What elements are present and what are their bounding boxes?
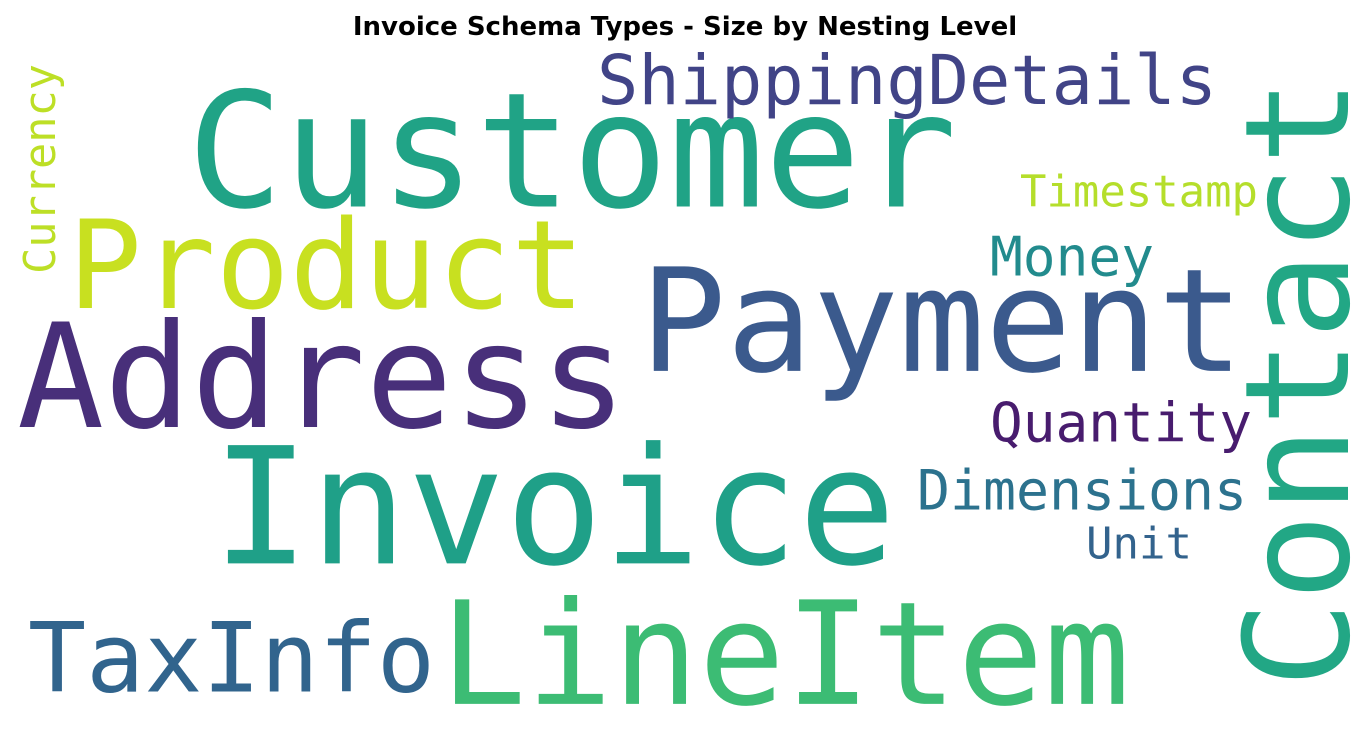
word-customer: Customer	[187, 59, 957, 245]
word-quantity: Quantity	[990, 391, 1252, 454]
word-unit: Unit	[1086, 519, 1192, 570]
word-address: Address	[17, 294, 627, 462]
word-money: Money	[990, 224, 1154, 288]
word-timestamp: Timestamp	[1020, 166, 1258, 217]
word-lineitem: LineItem	[440, 571, 1130, 734]
word-taxinfo: TaxInfo	[28, 601, 435, 714]
word-product: Product	[68, 194, 585, 337]
chart-title: Invoice Schema Types - Size by Nesting L…	[352, 12, 1018, 42]
word-contact: Contact	[1215, 78, 1370, 688]
word-payment: Payment	[640, 238, 1244, 405]
word-currency: Currency	[16, 64, 66, 274]
word-invoice: Invoice	[212, 413, 896, 602]
word-dimensions: Dimensions	[917, 459, 1247, 523]
word-shippingdetails: ShippingDetails	[597, 41, 1217, 121]
